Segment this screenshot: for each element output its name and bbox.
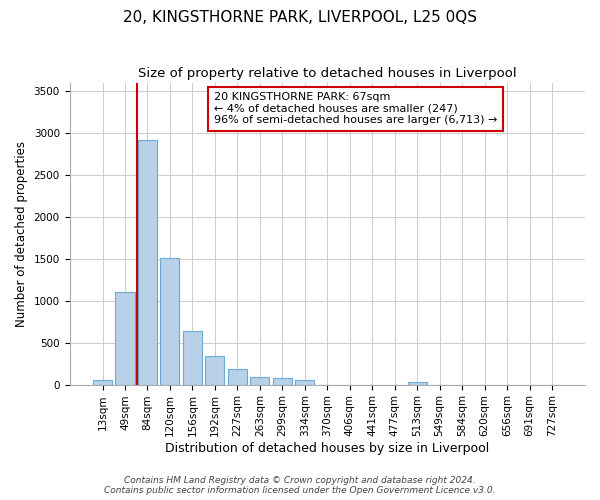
Bar (138, 140, 157, 384)
Bar (273, 378, 292, 384)
Title: Size of property relative to detached houses in Liverpool: Size of property relative to detached ho… (138, 68, 517, 80)
Bar (205, 356, 224, 384)
Text: Contains HM Land Registry data © Crown copyright and database right 2024.
Contai: Contains HM Land Registry data © Crown c… (104, 476, 496, 495)
Bar (115, 292, 134, 384)
Text: 20 KINGSTHORNE PARK: 67sqm
← 4% of detached houses are smaller (247)
96% of semi: 20 KINGSTHORNE PARK: 67sqm ← 4% of detac… (214, 92, 497, 126)
Bar (93, 380, 112, 384)
Bar (160, 258, 179, 384)
X-axis label: Distribution of detached houses by size in Liverpool: Distribution of detached houses by size … (165, 442, 490, 455)
Bar (183, 331, 202, 384)
Bar (295, 380, 314, 384)
Y-axis label: Number of detached properties: Number of detached properties (15, 141, 28, 327)
Bar (250, 377, 269, 384)
Bar (407, 382, 427, 384)
Bar (228, 369, 247, 384)
Text: 20, KINGSTHORNE PARK, LIVERPOOL, L25 0QS: 20, KINGSTHORNE PARK, LIVERPOOL, L25 0QS (123, 10, 477, 25)
